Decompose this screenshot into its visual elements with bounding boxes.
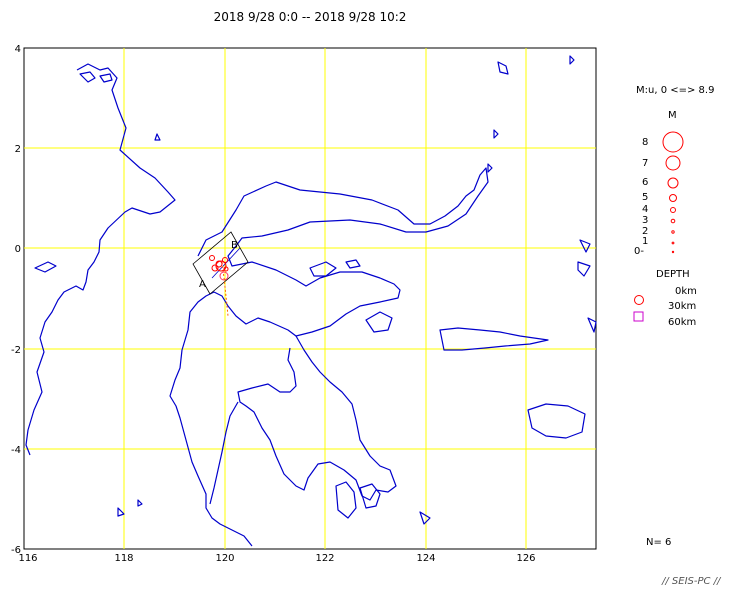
event-marker: [215, 260, 223, 268]
x-tick-label: 126: [516, 553, 535, 564]
depth-symbol-square: [633, 311, 644, 322]
depth-symbol-circle: [634, 295, 644, 305]
x-tick-label: 118: [114, 553, 133, 564]
event-marker: [215, 260, 227, 272]
m-scale-symbol: [671, 230, 675, 234]
map-frame: A B 116 118 120 122 124 126 4 2 0: [11, 44, 597, 564]
depth-label: 60km: [668, 317, 696, 328]
buru-island: [527, 403, 586, 439]
x-tick-label: 122: [315, 553, 334, 564]
m-scale-symbol: [670, 218, 676, 224]
map-title: 2018 9/28 0:0 -- 2018 9/28 10:2: [214, 10, 407, 24]
y-tick-label: -2: [11, 345, 21, 356]
y-tick-label: 2: [15, 144, 21, 155]
m-scale-label: 2: [642, 226, 648, 237]
banggai-coast: [439, 327, 549, 351]
event-marker: [209, 255, 215, 261]
southeast-arm-coast: [237, 335, 397, 501]
m-scale-label: 0-: [634, 246, 644, 257]
grid-lines: [24, 48, 596, 549]
event-count: N= 6: [646, 537, 671, 548]
m-scale-symbol: [671, 241, 675, 245]
x-tick-label: 124: [416, 553, 435, 564]
m-scale-label: 7: [642, 158, 648, 169]
y-tick-label: 0: [15, 244, 21, 255]
coastlines: [25, 55, 597, 547]
section-label-b: B: [231, 240, 238, 251]
x-tick-label: 120: [215, 553, 234, 564]
sulawesi-coast: [169, 167, 489, 547]
m-scale-label: 1: [642, 236, 648, 247]
y-tick-label: -4: [11, 445, 21, 456]
m-scale-symbol: [669, 194, 677, 202]
m-scale-label: 6: [642, 177, 648, 188]
m-scale-symbol: [665, 155, 681, 171]
m-scale-symbol: [671, 250, 675, 254]
m-scale-symbol: [662, 131, 684, 153]
borneo-coast: [25, 63, 176, 456]
m-scale-symbol: [670, 207, 676, 213]
buton-island: [335, 481, 357, 519]
section-label-a: A: [199, 279, 206, 290]
m-scale-label: 3: [642, 215, 648, 226]
event-markers: [209, 255, 229, 281]
cross-section-box: [192, 231, 249, 295]
event-marker: [223, 266, 229, 272]
m-scale-symbol: [667, 177, 679, 189]
m-scale-label: 8: [642, 137, 648, 148]
m-scale-label: 4: [642, 204, 648, 215]
m-scale-label: 5: [642, 192, 648, 203]
magnitude-label: M: [668, 110, 677, 121]
y-tick-labels: 4 2 0 -2 -4 -6: [11, 44, 21, 556]
magnitude-header: M:u, 0 <=> 8.9: [636, 85, 714, 96]
event-marker: [211, 264, 219, 272]
magnitude-scale: 8 7 6 5 4 3 2 1 0-: [634, 131, 684, 257]
footer-credit: // SEIS-PC //: [661, 576, 722, 587]
rupture-trace: [221, 261, 229, 317]
y-tick-label: 4: [15, 44, 21, 55]
depth-title: DEPTH: [656, 269, 690, 280]
y-tick-label: -6: [11, 545, 21, 556]
event-marker: [219, 271, 229, 281]
x-tick-label: 116: [18, 553, 37, 564]
depth-label: 0km: [675, 286, 697, 297]
event-marker: [222, 257, 228, 263]
depth-label: 30km: [668, 301, 696, 312]
legend: M:u, 0 <=> 8.9 M 8 7 6 5 4 3 2 1 0- DEPT…: [633, 85, 714, 328]
x-tick-labels: 116 118 120 122 124 126: [18, 553, 535, 564]
